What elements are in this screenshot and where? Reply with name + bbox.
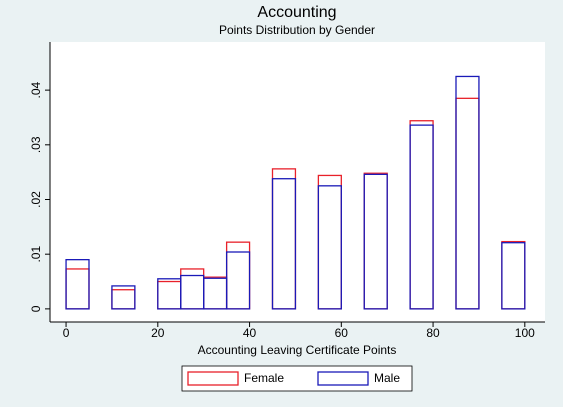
x-tick-label: 40 (243, 326, 257, 340)
legend-swatch (317, 371, 369, 386)
bar (409, 124, 434, 310)
legend-label: Female (244, 371, 284, 385)
y-tick-label: .04 (29, 81, 43, 98)
legend-label: Male (374, 371, 400, 385)
y-tick-label: .02 (29, 191, 43, 208)
y-tick-label: .03 (29, 136, 43, 153)
chart-title: Accounting (257, 4, 336, 21)
legend-swatch (187, 371, 239, 386)
x-tick-label: 0 (63, 326, 70, 340)
x-tick-label: 80 (426, 326, 440, 340)
x-tick-label: 60 (335, 326, 349, 340)
x-axis-title: Accounting Leaving Certificate Points (198, 343, 397, 357)
bar (111, 285, 136, 310)
x-tick-label: 100 (515, 326, 535, 340)
chart-subtitle: Points Distribution by Gender (219, 23, 375, 37)
y-tick-label: .01 (29, 246, 43, 263)
bar (271, 178, 297, 310)
bar (455, 75, 480, 310)
bar (363, 173, 388, 310)
bar (501, 242, 526, 310)
plot-area (50, 42, 545, 322)
legend-box (181, 365, 413, 392)
bar (317, 185, 342, 310)
bar (225, 251, 251, 310)
y-tick-label: 0 (29, 305, 43, 312)
bar (65, 259, 90, 310)
x-tick-label: 20 (151, 326, 165, 340)
